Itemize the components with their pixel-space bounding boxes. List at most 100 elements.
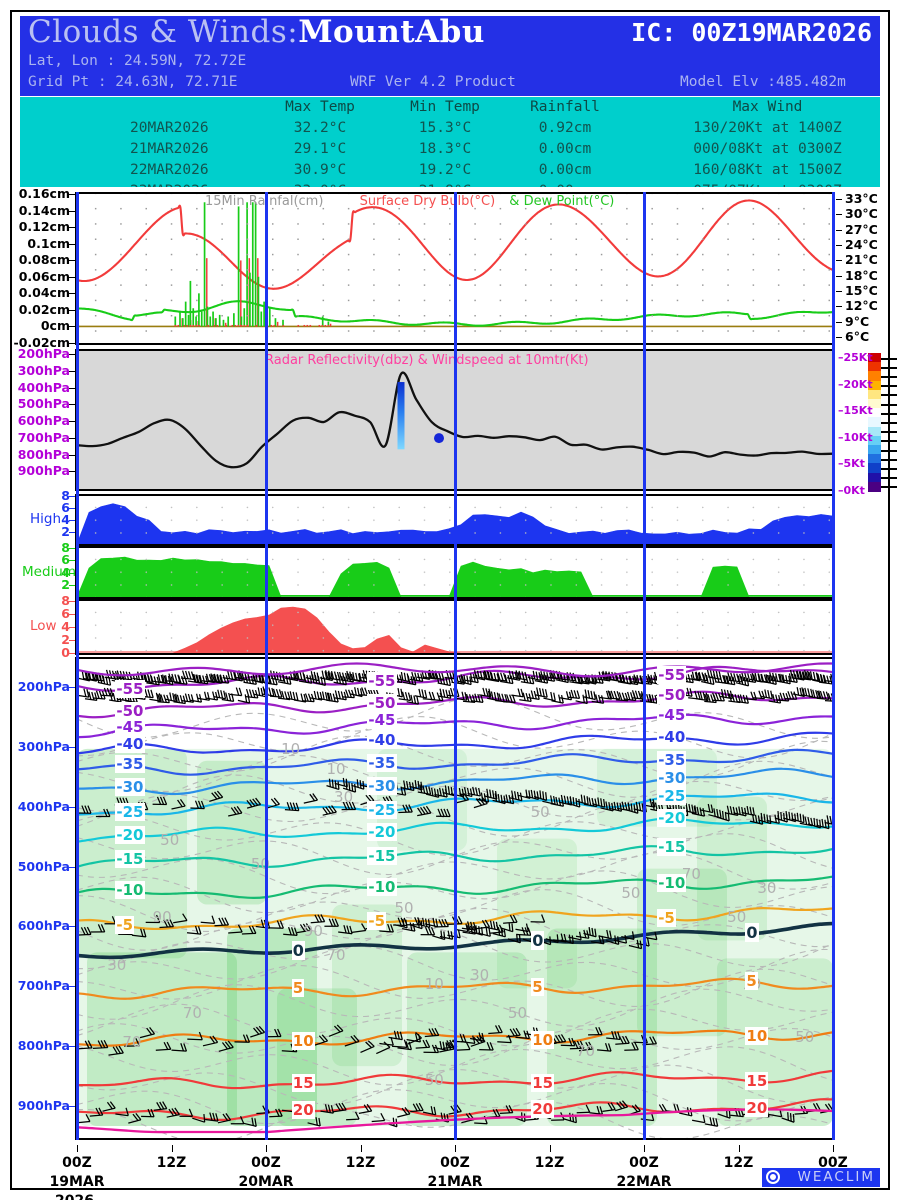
rainfall-tick-label: 0.02cm bbox=[18, 301, 70, 317]
axis-tick bbox=[69, 746, 75, 748]
pressure-tick-label: 900hPa bbox=[17, 463, 70, 479]
cell-min-temp: 19.2°C bbox=[418, 162, 472, 178]
initial-condition-label: IC: 00Z19MAR2026 bbox=[631, 18, 872, 47]
page-title: Clouds & Winds:MountAbu bbox=[28, 14, 485, 50]
time-axis-day-label: 21MAR bbox=[427, 1174, 483, 1190]
cloud-tick-label: 8 bbox=[61, 540, 70, 555]
wind-legend-segment bbox=[868, 380, 881, 391]
temperature-contour-label: -15 bbox=[367, 846, 397, 865]
time-axis-hour-label: 00Z bbox=[818, 1155, 848, 1171]
axis-tick bbox=[69, 243, 75, 245]
temperature-contour-label: -50 bbox=[115, 702, 145, 721]
axis-tick bbox=[836, 199, 842, 200]
temperature-contour-label: -55 bbox=[367, 671, 397, 690]
axis-tick bbox=[836, 229, 842, 231]
rainfall-tick-label: 0.16cm bbox=[18, 186, 70, 201]
cell-max-temp: 29.1°C bbox=[293, 141, 347, 157]
cloud-tick-label: 0 bbox=[61, 645, 70, 660]
axis-tick bbox=[69, 354, 75, 355]
col-header-max-wind: Max Wind bbox=[732, 99, 803, 115]
temperature-contour-label: 20 bbox=[745, 1099, 769, 1118]
weaclim-watermark: WEACLIM bbox=[762, 1168, 880, 1187]
humidity-contour-label: 70 bbox=[326, 946, 346, 965]
cell-rainfall: 0.00cm bbox=[520, 183, 610, 187]
temperature-tick-label: 18°C bbox=[845, 267, 878, 283]
title-part-dewpoint: & Dew Point(°C) bbox=[509, 194, 615, 209]
axis-tick bbox=[836, 337, 842, 338]
cloud-tick-label: 4 bbox=[61, 564, 70, 580]
day-separator-line bbox=[265, 192, 268, 1140]
axis-tick bbox=[69, 421, 75, 422]
wind-barb-icon bbox=[881, 431, 897, 434]
time-axis-hour-label: 00Z bbox=[251, 1155, 281, 1171]
temperature-contour-label: -5 bbox=[367, 912, 387, 931]
axis-tick bbox=[69, 614, 75, 615]
axis-tick bbox=[69, 520, 75, 521]
rainfall-tick-label: 0cm bbox=[40, 318, 70, 334]
axis-tick bbox=[69, 640, 75, 641]
temperature-tick-label: 12°C bbox=[845, 298, 878, 314]
model-elevation-label: Model Elv :485.482m bbox=[680, 74, 846, 90]
wind-legend-tick-label: –15Kt bbox=[838, 404, 873, 418]
axis-tick bbox=[69, 370, 75, 372]
wind-legend-segment bbox=[868, 454, 881, 464]
cloud-tick-label: 8 bbox=[61, 593, 70, 608]
cell-rainfall: 0.00cm bbox=[538, 162, 592, 178]
time-axis-hour-label: 00Z bbox=[62, 1155, 92, 1171]
humidity-contour-label: 70 bbox=[575, 1042, 596, 1061]
rainfall-tick-label: 0.04cm bbox=[18, 285, 70, 301]
table-header-row: Max Temp Min Temp Rainfall Max Wind bbox=[20, 99, 880, 119]
axis-tick bbox=[69, 194, 75, 195]
title-prefix: Clouds & Winds: bbox=[28, 14, 299, 50]
axis-tick bbox=[69, 653, 75, 654]
col-header-rainfall: Rainfall bbox=[530, 99, 600, 115]
humidity-contour-label: 10 bbox=[281, 740, 301, 759]
wind-legend-segment bbox=[868, 445, 881, 455]
axis-tick bbox=[69, 343, 75, 344]
temperature-tick-label: 6°C bbox=[845, 329, 870, 344]
temperature-contour-label: 5 bbox=[531, 978, 544, 997]
pressure-tick-label: 700hPa bbox=[17, 429, 70, 445]
pressure-tick-label: 300hPa bbox=[17, 738, 70, 754]
cell-min-temp: 15.3°C bbox=[418, 120, 472, 136]
temperature-contour-label: -20 bbox=[657, 808, 687, 827]
temperature-contour-label: 15 bbox=[291, 1074, 315, 1093]
wind-legend-segment bbox=[868, 472, 881, 483]
time-axis: 00Z 12Z 00Z 12Z 00Z 12Z 00Z 12Z 00Z 19MAR 20MAR 21M… bbox=[0, 1145, 900, 1200]
axis-tick bbox=[69, 548, 75, 549]
humidity-contour-label: 50 bbox=[507, 1003, 527, 1022]
wind-barb-icon bbox=[881, 477, 897, 480]
axis-tick bbox=[69, 309, 75, 311]
cell-max-temp: 32.2°C bbox=[293, 120, 347, 136]
axis-tick bbox=[69, 496, 75, 497]
cell-date: 22MAR2026 bbox=[130, 162, 209, 178]
time-axis-day-label: 20MAR bbox=[238, 1174, 294, 1190]
pressure-tick-label: 400hPa bbox=[17, 379, 70, 395]
temperature-contour-label: -10 bbox=[367, 877, 397, 896]
title-part-rainfall: 15Min Rainfal(cm) bbox=[205, 194, 324, 209]
time-axis-hour-label: 12Z bbox=[723, 1155, 754, 1171]
panel-radar-title: Radar Reflectivity(dbz) & Windspeed at 1… bbox=[265, 353, 589, 368]
axis-tick bbox=[69, 437, 75, 439]
time-axis-tick bbox=[738, 1145, 740, 1152]
day-separator-line bbox=[76, 192, 79, 1140]
axis-tick bbox=[69, 387, 75, 389]
table-row: 22MAR2026 30.9°C 19.2°C 0.00cm 160/08Kt … bbox=[20, 162, 880, 182]
col-header-max-temp: Max Temp bbox=[285, 99, 355, 115]
cell-date: 21MAR2026 bbox=[130, 141, 209, 157]
wind-legend-segment bbox=[868, 481, 881, 492]
temperature-contour-label: -30 bbox=[657, 768, 687, 787]
pressure-tick-label: 600hPa bbox=[17, 413, 70, 428]
temperature-contour-label: -15 bbox=[115, 850, 145, 869]
rainfall-tick-label: 0.12cm bbox=[18, 219, 70, 235]
wind-barb-icon bbox=[881, 357, 897, 360]
time-axis-hour-label: 12Z bbox=[534, 1155, 565, 1171]
time-axis-hour-label: 12Z bbox=[156, 1155, 187, 1171]
temperature-contour-label: -40 bbox=[367, 730, 397, 749]
humidity-contour-label: 30 bbox=[334, 788, 354, 807]
temperature-tick-label: 15°C bbox=[845, 283, 878, 298]
cell-max-wind: 075/07Kt at 0300Z bbox=[660, 183, 875, 187]
humidity-contour-label: 10 bbox=[424, 975, 444, 994]
cloud-layer-label: Low bbox=[30, 618, 57, 634]
